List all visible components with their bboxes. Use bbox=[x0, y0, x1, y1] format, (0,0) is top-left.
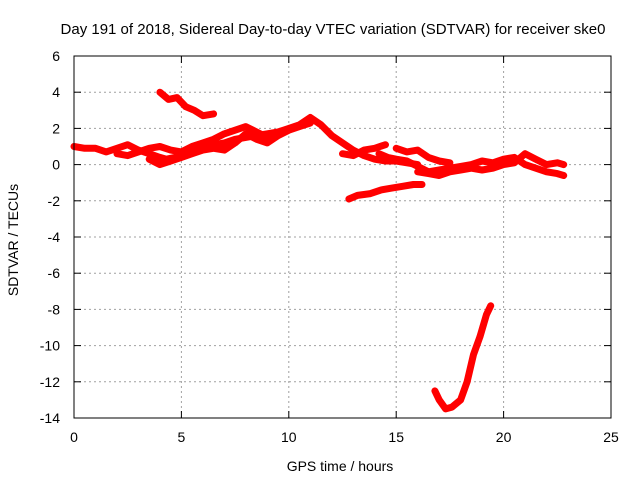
series-line-track-5 bbox=[339, 141, 389, 160]
x-tick-label: 25 bbox=[603, 429, 619, 445]
y-tick-label: -12 bbox=[40, 374, 60, 390]
x-tick-label: 0 bbox=[70, 429, 78, 445]
y-tick-label: -14 bbox=[40, 410, 60, 426]
x-tick-label: 10 bbox=[281, 429, 297, 445]
y-tick-labels: -14 -12 -10 -8 -6 -4 -2 0 2 4 6 bbox=[40, 48, 60, 426]
series-line-track-4 bbox=[156, 88, 218, 120]
axis-ticks bbox=[73, 55, 612, 419]
y-tick-label: 4 bbox=[52, 84, 60, 100]
chart-title: Day 191 of 2018, Sidereal Day-to-day VTE… bbox=[61, 21, 606, 38]
y-tick-label: -4 bbox=[48, 229, 61, 245]
data-series bbox=[70, 88, 568, 413]
y-tick-label: -6 bbox=[48, 265, 61, 281]
series-line-track-2 bbox=[113, 123, 271, 160]
y-axis-label: SDTVAR / TECUs bbox=[5, 184, 21, 296]
series-line-track-7 bbox=[375, 150, 568, 179]
grid-lines bbox=[74, 56, 611, 418]
series-line-track-8 bbox=[414, 150, 568, 179]
y-tick-label: 2 bbox=[52, 120, 60, 136]
y-tick-label: 6 bbox=[52, 48, 60, 64]
x-axis-label: GPS time / hours bbox=[287, 458, 394, 474]
y-tick-label: -10 bbox=[40, 338, 60, 354]
x-tick-label: 20 bbox=[496, 429, 512, 445]
series-line-track-10 bbox=[431, 302, 495, 413]
y-tick-label: 0 bbox=[52, 157, 60, 173]
x-tick-label: 15 bbox=[388, 429, 404, 445]
y-tick-label: -2 bbox=[48, 193, 61, 209]
x-tick-labels: 0 5 10 15 20 25 bbox=[70, 429, 619, 445]
series-line-track-9 bbox=[392, 144, 454, 167]
series-line-track-6 bbox=[345, 181, 426, 203]
y-tick-label: -8 bbox=[48, 301, 61, 317]
series-line-track-3 bbox=[145, 119, 314, 169]
x-tick-label: 5 bbox=[178, 429, 186, 445]
